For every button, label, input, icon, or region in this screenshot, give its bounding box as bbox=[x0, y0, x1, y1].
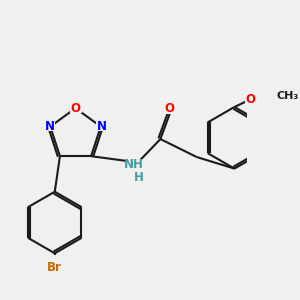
Bar bbox=[126, 159, 142, 170]
Text: N: N bbox=[44, 120, 54, 133]
Text: N: N bbox=[97, 120, 106, 133]
Bar bbox=[164, 104, 175, 114]
Bar bbox=[70, 103, 82, 113]
Text: H: H bbox=[134, 171, 144, 184]
Bar bbox=[44, 122, 55, 131]
Text: O: O bbox=[246, 93, 256, 106]
Text: O: O bbox=[70, 102, 80, 115]
Bar bbox=[96, 122, 107, 131]
Text: Br: Br bbox=[47, 260, 62, 274]
Bar bbox=[245, 94, 256, 104]
Text: NH: NH bbox=[124, 158, 144, 171]
Text: CH₃: CH₃ bbox=[276, 91, 298, 101]
Bar bbox=[46, 262, 63, 272]
Text: O: O bbox=[165, 102, 175, 115]
